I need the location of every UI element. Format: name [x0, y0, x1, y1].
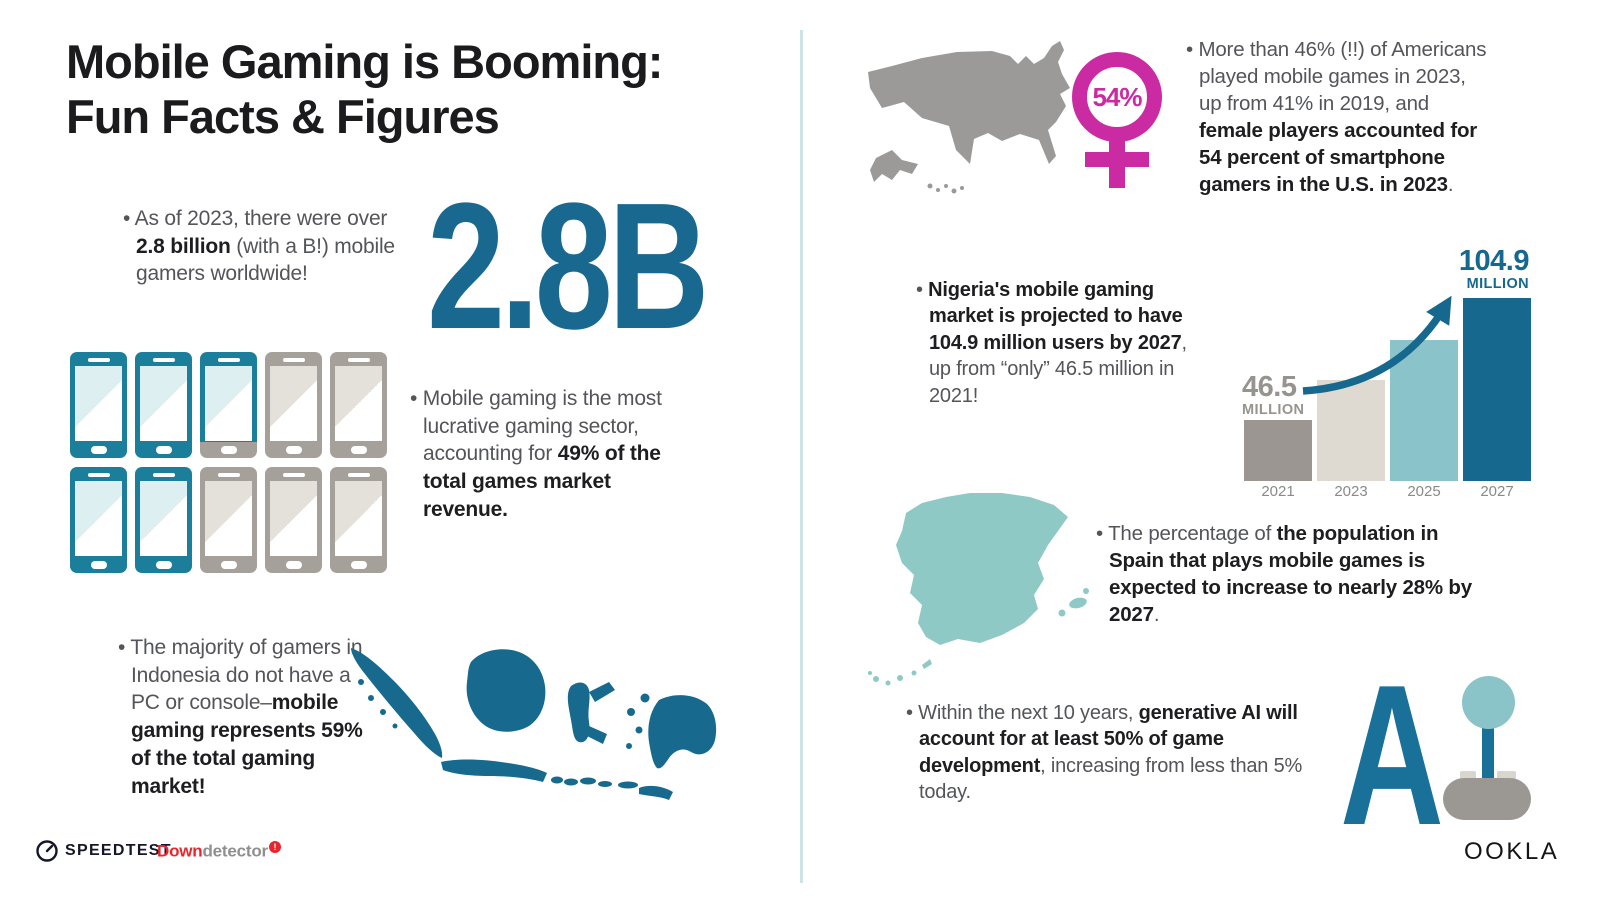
joystick-base-icon [1443, 778, 1531, 820]
usa-map-icon [868, 41, 1070, 194]
female-symbol-icon: 54% [1072, 52, 1164, 190]
chart-start-unit: MILLION [1242, 402, 1305, 418]
chart-start-label: 46.5 MILLION [1242, 373, 1304, 419]
growth-arrow-icon [1302, 295, 1452, 395]
bar-year-label: 2027 [1480, 483, 1514, 500]
speedtest-wordmark: SPEEDTEST [65, 842, 172, 859]
speedtest-logo: SPEEDTEST [36, 840, 172, 862]
fact-spain-population: The percentage of the population in Spai… [1096, 520, 1493, 628]
joystick-button-icon [1497, 771, 1516, 779]
fact-gamers-worldwide: As of 2023, there were over 2.8 billion … [123, 205, 414, 288]
fact-indonesia: The majority of gamers in Indonesia do n… [118, 634, 381, 800]
phone-icon-teal [70, 352, 127, 458]
downdetector-exclamation-icon: ! [268, 841, 281, 853]
bar-year-label: 2021 [1261, 483, 1295, 500]
bar-2027 [1463, 298, 1531, 481]
ai-graphic: A [1340, 656, 1555, 856]
phone-grid [70, 352, 392, 573]
joystick-button-icon [1460, 771, 1476, 779]
joystick-ball-icon [1462, 676, 1515, 729]
big-stat-2-8b: 2.8B [427, 166, 710, 367]
indonesia-map-icon [351, 648, 717, 800]
title-line-2: Fun Facts & Figures [66, 90, 500, 144]
joystick-stick-icon [1482, 726, 1494, 780]
phone-icon-gray [265, 467, 322, 573]
chart-start-value: 46.5 [1242, 371, 1297, 403]
fact-nigeria-users: Nigeria's mobile gaming market is projec… [916, 277, 1187, 409]
nigeria-users-bar-chart: 2021 2023 2025 2027 46.5 MILLION 104.9 MILL… [1230, 243, 1532, 501]
phone-icon-gray [330, 352, 387, 458]
center-divider [800, 30, 803, 883]
bar-2025 [1390, 340, 1458, 481]
downdetector-wordmark-gray: detector [202, 841, 268, 861]
phone-icon-teal [70, 467, 127, 573]
spain-map-icon [868, 493, 1089, 686]
phone-icon-teal [135, 352, 192, 458]
fact-revenue-share: Mobile gaming is the most lucrative gami… [410, 385, 675, 524]
bar-year-label: 2025 [1407, 483, 1441, 500]
downdetector-logo: Downdetector! [157, 841, 281, 862]
bar-year-label: 2023 [1334, 483, 1368, 500]
bar-chart-bars: 2021 2023 2025 2027 [1230, 243, 1532, 501]
phone-icon-gray [200, 467, 257, 573]
chart-end-unit: MILLION [1466, 276, 1529, 292]
bar-2021 [1244, 420, 1312, 481]
female-symbol-crossbar [1085, 152, 1149, 167]
speedtest-gauge-icon [36, 840, 58, 862]
fact-generative-ai: Within the next 10 years, generative AI … [906, 700, 1323, 806]
phone-icon-teal [135, 467, 192, 573]
phone-icon-gray [330, 467, 387, 573]
female-symbol-ring: 54% [1072, 52, 1162, 142]
chart-end-label: 104.9 MILLION [1458, 245, 1530, 293]
ookla-logo: OOKLA [1464, 838, 1560, 865]
bar-2023 [1317, 380, 1385, 481]
chart-end-value: 104.9 [1458, 245, 1530, 277]
page-title: Mobile Gaming is Booming: Fun Facts & Fi… [66, 34, 663, 145]
phone-icon-partial [200, 352, 257, 458]
title-line-1: Mobile Gaming is Booming: [66, 35, 663, 88]
letter-a: A [1340, 644, 1444, 867]
phone-icon-gray [265, 352, 322, 458]
downdetector-wordmark-red: Down [157, 841, 203, 861]
fact-usa-players: More than 46% (!!) of Americans played m… [1186, 36, 1487, 198]
female-percentage: 54% [1092, 81, 1142, 112]
